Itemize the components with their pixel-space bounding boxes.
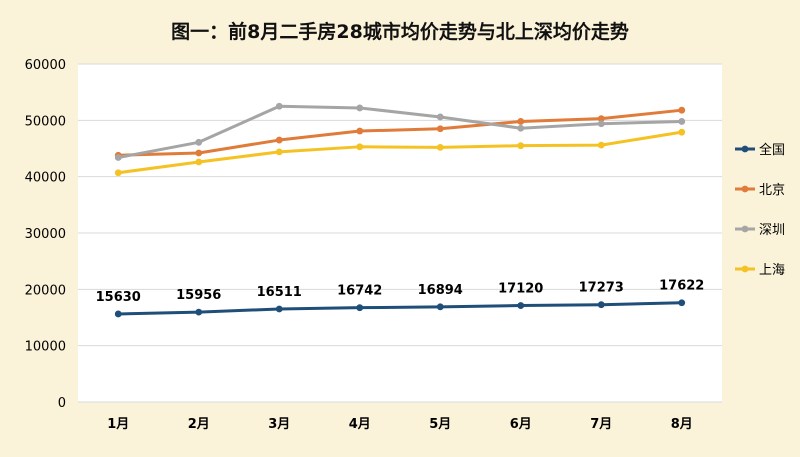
data-point [597,115,605,123]
x-tick-label: 8月 [671,417,693,432]
data-label: 16742 [337,284,382,299]
data-label: 17273 [579,281,624,296]
data-point [678,299,686,307]
legend-marker [741,145,749,153]
data-point [678,106,686,114]
y-tick-label: 20000 [25,283,66,298]
data-point [517,302,525,309]
data-labels: 15630 15956 16511 16742 16894 17120 17273 17622 [96,279,705,305]
data-label: 17622 [659,279,704,294]
data-point [114,310,122,318]
data-point [195,149,203,157]
legend-marker [741,225,749,233]
data-label: 16511 [257,285,302,300]
x-tick-label: 3月 [268,417,290,432]
data-point [356,143,364,151]
data-point [195,138,203,146]
x-tick-label: 4月 [349,417,371,432]
data-point [275,102,283,110]
x-tick-label: 5月 [429,417,451,432]
x-axis-ticks: 1月 2月 3月 4月 5月 6月 7月 8月 [107,417,693,432]
data-point [517,124,525,132]
data-point [195,308,203,316]
x-tick-label: 6月 [510,417,532,432]
data-point [517,142,525,150]
data-label: 15630 [96,290,141,305]
y-tick-label: 30000 [25,227,66,242]
legend-marker [741,185,749,193]
data-point [678,128,686,136]
series-全国 [114,299,686,318]
legend-item: 北京 [735,183,785,198]
legend-label: 全国 [759,142,785,158]
series-group [114,102,686,318]
data-point [436,125,444,133]
legend-item: 全国 [735,142,785,158]
data-point [597,120,605,128]
legend-item: 上海 [735,263,785,278]
data-point [114,169,122,177]
grid-lines [78,63,722,403]
data-point [195,158,203,166]
data-point [356,104,364,112]
data-point [517,118,525,125]
x-tick-label: 7月 [590,417,612,432]
data-label: 16894 [418,283,463,298]
data-point [597,301,605,309]
y-axis-ticks: 0 10000 20000 30000 40000 50000 60000 [25,58,66,411]
legend-label: 上海 [759,263,785,278]
x-tick-label: 1月 [107,417,129,432]
data-point [356,127,364,135]
y-tick-label: 0 [58,396,66,411]
data-point [678,118,686,125]
data-point [275,305,283,313]
data-point [356,304,364,312]
y-tick-label: 40000 [25,171,66,186]
data-point [436,113,444,121]
series-line [116,130,684,175]
legend-label: 深圳 [759,223,785,238]
y-tick-label: 50000 [25,114,66,129]
y-tick-label: 60000 [25,58,66,73]
data-point [114,154,122,161]
data-point [436,143,444,151]
data-label: 17120 [498,282,543,297]
data-point [436,303,444,311]
data-point [597,141,605,149]
chart-title: 图一：前8月二手房28城市均价走势与北上深均价走势 [171,20,629,43]
data-point [275,148,283,156]
legend-label: 北京 [759,183,785,198]
legend-item: 深圳 [735,223,785,238]
series-深圳 [114,102,686,161]
y-tick-label: 10000 [25,340,66,355]
legend-marker [741,265,749,273]
series-line [116,104,684,160]
series-上海 [114,128,686,177]
series-line [116,108,684,157]
data-point [275,136,283,144]
data-label: 15956 [176,288,221,303]
series-line [116,301,684,316]
x-tick-label: 2月 [188,417,210,432]
